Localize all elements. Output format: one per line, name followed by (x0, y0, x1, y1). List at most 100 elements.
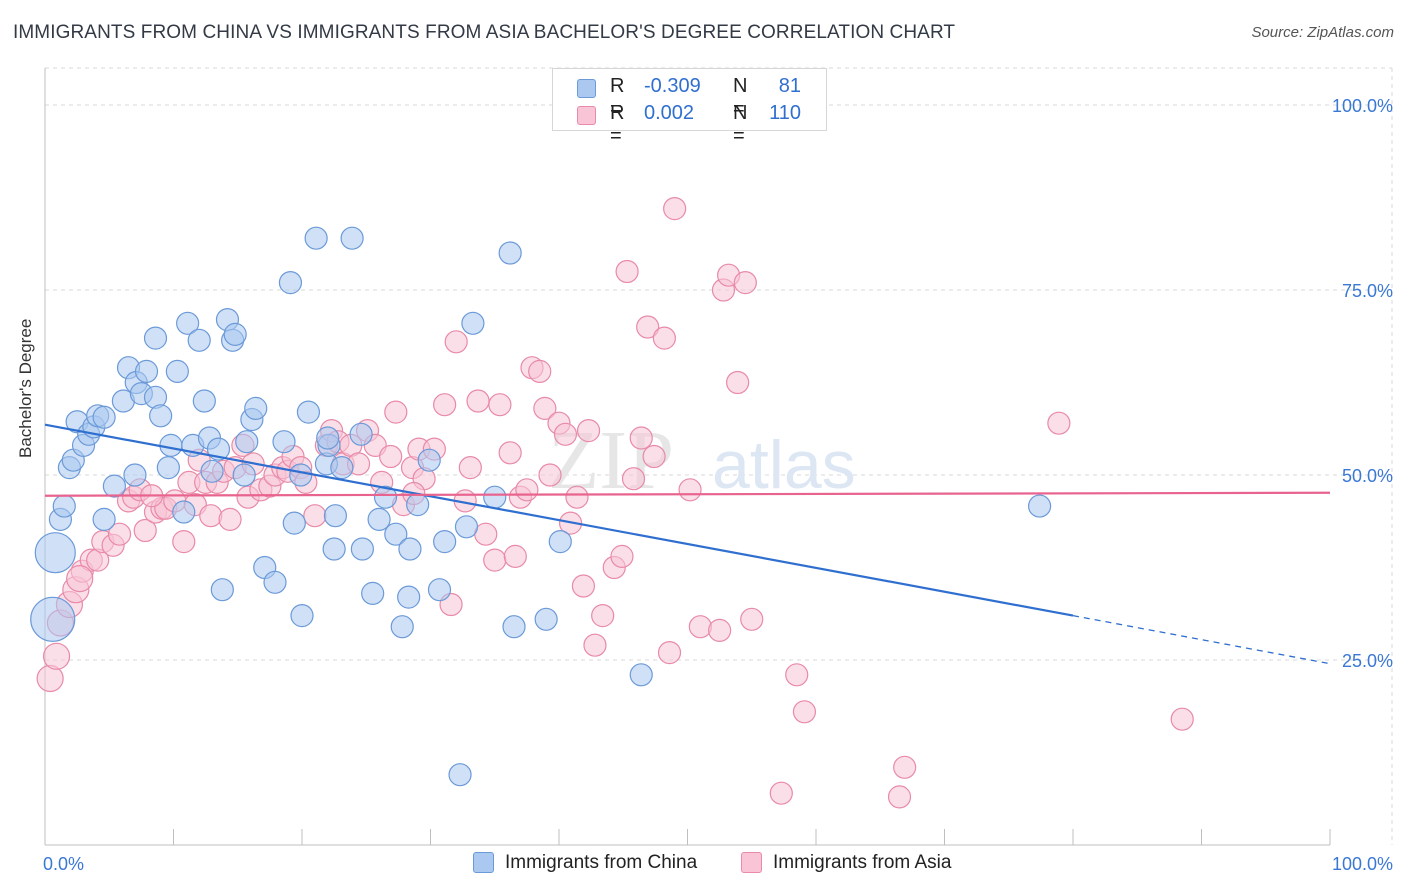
point-asia (688, 615, 712, 639)
point-asia (708, 618, 732, 643)
point-asia (733, 271, 757, 295)
point-asia (621, 467, 646, 491)
point-china (417, 448, 441, 472)
point-china (350, 537, 374, 561)
point-asia (792, 700, 817, 724)
point-china (200, 459, 224, 483)
stats-r-label: R = (610, 102, 625, 147)
point-china (143, 326, 168, 350)
point-china (187, 328, 211, 352)
point-china (176, 311, 200, 335)
point-asia (576, 419, 601, 443)
point-china (398, 537, 422, 561)
point-china (172, 500, 196, 524)
point-china (349, 422, 373, 446)
point-asia (444, 330, 468, 354)
watermark-atlas: atlas (712, 427, 856, 503)
stats-box: R = -0.309 N = 81 R = 0.002 N = 110 (552, 68, 827, 147)
point-asia (629, 426, 653, 450)
point-china (367, 507, 391, 532)
point-china (534, 607, 558, 631)
legend-label-china: Immigrants from China (505, 852, 698, 873)
point-china (282, 511, 306, 535)
point-china (330, 456, 354, 480)
point-asia (66, 564, 94, 593)
point-china (289, 463, 313, 487)
point-asia (740, 607, 764, 631)
point-asia (503, 544, 527, 569)
point-asia (1047, 411, 1071, 435)
point-asia (199, 504, 223, 528)
point-china (322, 537, 346, 561)
point-asia (379, 444, 403, 469)
y-axis-title: Bachelor's Degree (16, 318, 35, 458)
trend-line-asia (44, 491, 1331, 497)
stats-n-label: N = (733, 102, 748, 147)
point-asia (893, 755, 917, 779)
point-china (149, 404, 173, 428)
point-china (235, 430, 259, 454)
point-asia (42, 642, 71, 670)
trend-line-china (44, 423, 1074, 617)
point-china (210, 578, 234, 602)
point-asia (565, 485, 589, 509)
point-china (373, 485, 398, 509)
trend-lines (44, 423, 1331, 665)
point-china (406, 493, 430, 517)
point-china (384, 522, 408, 546)
stats-swatch-china (577, 79, 596, 98)
point-asia (553, 422, 578, 446)
stats-r-value: -0.309 (644, 75, 701, 97)
point-asia (887, 785, 912, 809)
point-china (192, 389, 216, 413)
point-china (1027, 494, 1052, 518)
point-china (92, 507, 116, 532)
point-china (448, 763, 472, 787)
point-asia (458, 456, 482, 480)
stats-n-label: N = (733, 75, 748, 120)
point-asia (172, 529, 196, 554)
legend-swatch-asia (741, 852, 762, 873)
point-asia (652, 326, 676, 350)
point-china (340, 226, 364, 250)
point-asia (615, 259, 639, 284)
point-asia (107, 522, 132, 546)
point-china (52, 494, 76, 518)
point-china (34, 532, 76, 574)
point-china (323, 504, 348, 528)
point-china (92, 405, 116, 429)
point-asia (533, 396, 557, 420)
point-asia (488, 393, 512, 417)
point-asia (498, 441, 522, 465)
point-china (102, 474, 126, 498)
point-asia (384, 400, 408, 424)
point-china (223, 322, 247, 346)
chart-title: IMMIGRANTS FROM CHINA VS IMMIGRANTS FROM… (13, 22, 956, 43)
point-china (548, 529, 572, 554)
point-china (290, 603, 314, 628)
source-label: Source: ZipAtlas.com (1251, 24, 1394, 41)
point-asia (466, 389, 490, 413)
point-asia (678, 478, 702, 502)
legend-swatch-china (473, 852, 494, 873)
point-asia (642, 444, 666, 469)
y-tick-label: 25.0% (1342, 651, 1393, 671)
point-asia (483, 548, 507, 572)
point-china (304, 226, 328, 250)
point-china (123, 463, 147, 487)
point-asia (1170, 707, 1194, 731)
trend-line-china-extension (1072, 614, 1331, 665)
point-asia (657, 640, 682, 665)
point-china (278, 271, 303, 295)
point-china (244, 396, 268, 420)
point-asia (769, 781, 793, 805)
point-asia (636, 315, 660, 339)
point-china (454, 515, 479, 539)
point-china (263, 570, 287, 594)
point-china (483, 485, 507, 509)
point-china (629, 663, 653, 687)
point-asia (571, 574, 596, 598)
x-tick-label: 0.0% (43, 854, 84, 874)
point-asia (133, 518, 157, 543)
